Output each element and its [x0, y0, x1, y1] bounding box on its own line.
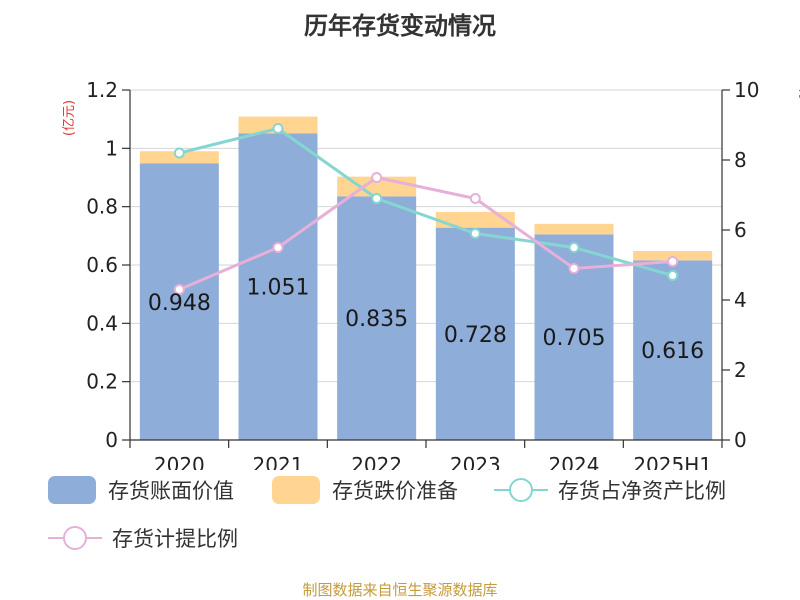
point-ratio	[568, 263, 580, 274]
x-axis-tick-label: 2021	[253, 453, 304, 470]
left-axis-unit: (亿元)	[62, 100, 77, 136]
legend-item-book-value[interactable]: 存货账面价值	[48, 470, 234, 510]
left-axis-tick-label: 0.6	[86, 253, 118, 277]
legend-item-ratio[interactable]: 存货计提比例	[48, 518, 238, 558]
legend-swatch-ratio-icon	[48, 526, 102, 550]
left-axis-tick-label: 0	[105, 428, 118, 452]
point-ratio	[272, 242, 284, 253]
axes-group: 0 0.2 0.4 0.6 0.8 1 1.2 0 2 4 6 8 10 2020 2021 2022 2023…	[86, 78, 759, 470]
point-share	[469, 228, 481, 239]
point-ratio	[469, 193, 481, 204]
legend-label-book-value: 存货账面价值	[108, 479, 234, 503]
left-axis-tick-label: 0.8	[86, 195, 118, 219]
point-ratio	[173, 284, 185, 295]
point-share	[371, 193, 383, 204]
legend-label-share: 存货占净资产比例	[558, 479, 726, 503]
bar-impairment	[633, 251, 713, 261]
data-label-book-value: 0.948	[148, 291, 211, 316]
data-label-book-value: 1.051	[247, 276, 310, 301]
legend-swatch-impairment	[272, 476, 320, 504]
legend-item-share[interactable]: 存货占净资产比例	[494, 470, 726, 510]
bar-book-value	[337, 196, 417, 440]
point-share	[568, 242, 580, 253]
chart-title: 历年存货变动情况	[304, 12, 496, 40]
legend-swatch-share-icon	[494, 478, 548, 502]
x-axis-tick-label: 2022	[351, 453, 402, 470]
legend-swatch-book-value	[48, 476, 96, 504]
right-axis-tick-label: 6	[734, 218, 747, 242]
legend-label-ratio: 存货计提比例	[112, 527, 238, 551]
point-share	[667, 270, 679, 281]
right-axis-tick-label: 2	[734, 358, 747, 382]
lines-group	[173, 123, 679, 295]
data-labels-group: 0.948 1.051 0.835 0.728 0.705 0.616	[148, 276, 704, 364]
data-label-book-value: 0.728	[444, 323, 507, 348]
point-ratio	[667, 256, 679, 267]
line-ratio	[178, 175, 673, 291]
x-axis-tick-label: 2023	[450, 453, 501, 470]
chart-svg: 0 0.2 0.4 0.6 0.8 1 1.2 0 2 4 6 8 10 2020 2021 2022 2023…	[62, 78, 800, 470]
left-axis-tick-label: 1	[105, 136, 118, 160]
data-label-book-value: 0.835	[345, 307, 408, 332]
point-share	[272, 123, 284, 134]
right-axis-unit: %	[795, 87, 800, 99]
right-axis-tick-label: 0	[734, 428, 747, 452]
bar-book-value	[435, 227, 515, 440]
right-axis-tick-label: 10	[734, 78, 759, 102]
left-axis-tick-label: 0.4	[86, 311, 118, 335]
right-axis-tick-label: 8	[734, 148, 747, 172]
data-label-book-value: 0.616	[641, 339, 704, 364]
bars-group	[139, 116, 713, 441]
legend: 存货账面价值 存货跌价准备 存货占净资产比例 存货计提比例	[0, 466, 800, 566]
legend-label-impairment: 存货跌价准备	[332, 479, 458, 503]
line-share	[178, 126, 674, 277]
data-label-book-value: 0.705	[543, 326, 606, 351]
bar-book-value	[633, 260, 713, 440]
point-share	[173, 147, 185, 159]
x-axis-tick-label: 2024	[549, 453, 600, 470]
point-ratio	[371, 172, 383, 183]
bar-impairment	[435, 211, 515, 228]
x-axis-tick-label: 2025H1	[633, 453, 712, 470]
left-axis-tick-label: 1.2	[86, 78, 118, 102]
bar-book-value	[238, 133, 318, 441]
bar-book-value	[139, 163, 219, 440]
right-axis-tick-label: 4	[734, 288, 747, 312]
left-axis-tick-label: 0.2	[86, 370, 118, 394]
x-axis-tick-label: 2020	[154, 453, 205, 470]
bar-impairment	[534, 223, 614, 235]
grid-lines	[130, 89, 722, 383]
legend-item-impairment[interactable]: 存货跌价准备	[272, 470, 458, 510]
footer-source: 制图数据来自恒生聚源数据库	[302, 581, 498, 599]
